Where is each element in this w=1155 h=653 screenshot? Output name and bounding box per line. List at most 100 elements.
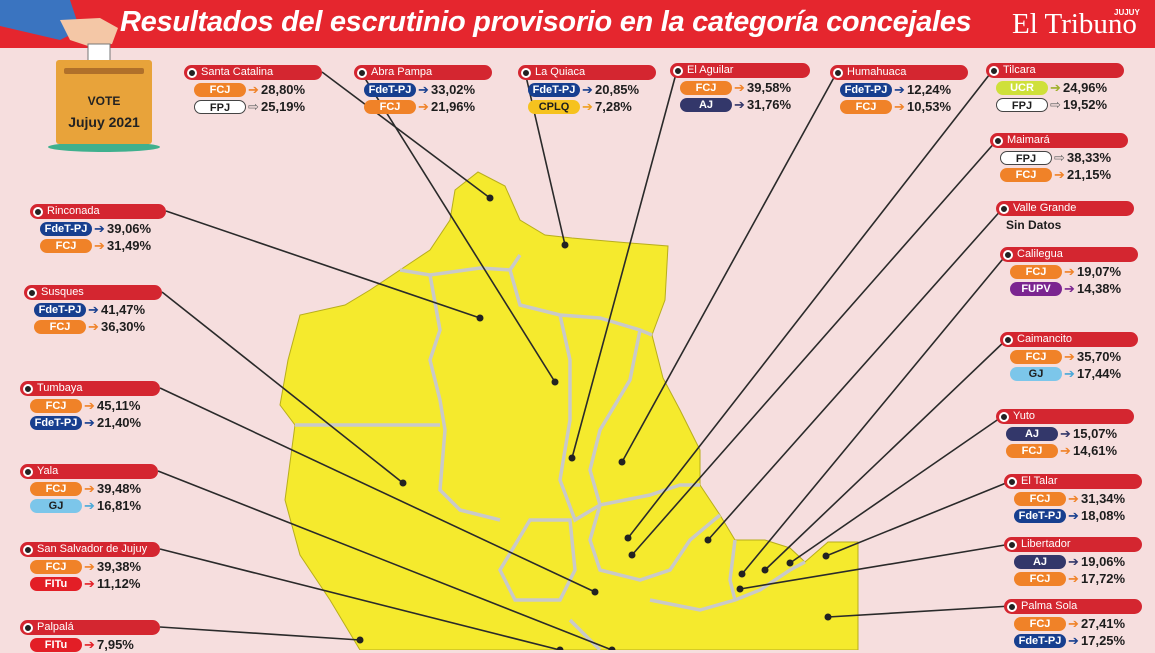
party-badge: AJ bbox=[1006, 427, 1058, 441]
arrow-icon: ➔ bbox=[1064, 366, 1075, 381]
party-badge: FdeT-PJ bbox=[1014, 634, 1066, 648]
leader-line-libertador bbox=[739, 543, 1012, 590]
party-badge: GJ bbox=[1010, 367, 1062, 381]
arrow-icon: ➔ bbox=[1068, 554, 1079, 569]
vote-percentage: 28,80% bbox=[261, 82, 306, 97]
arrow-icon: ➔ bbox=[84, 576, 95, 591]
bullet-icon bbox=[23, 466, 33, 477]
no-data-note: Sin Datos bbox=[1006, 218, 1062, 232]
map-point-rinconada bbox=[476, 314, 484, 322]
municipio-name-bar: Yala bbox=[20, 464, 158, 479]
leader-line-el-talar bbox=[825, 480, 1012, 557]
party-badge: FCJ bbox=[1014, 492, 1066, 506]
leader-line-yala bbox=[157, 470, 613, 650]
bullet-icon bbox=[833, 67, 843, 78]
party-badge: FdeT-PJ bbox=[528, 83, 580, 97]
leader-line-humahuaca bbox=[621, 71, 838, 463]
leader-line-valle-grande bbox=[707, 207, 1004, 541]
map-point-san-salvador-de-jujuy bbox=[556, 646, 564, 650]
party-badge: FdeT-PJ bbox=[34, 303, 86, 317]
arrow-icon: ➔ bbox=[1060, 426, 1071, 441]
municipio-name-bar: Tumbaya bbox=[20, 381, 160, 396]
arrow-icon: ➔ bbox=[418, 82, 429, 97]
map-point-el-talar bbox=[822, 552, 830, 560]
leader-line-caimancito bbox=[764, 338, 1008, 571]
map-point-maimara bbox=[628, 551, 636, 559]
vote-percentage: 14,38% bbox=[1077, 281, 1122, 296]
vote-percentage: 7,28% bbox=[595, 99, 632, 114]
brand-logo: El Tribuno bbox=[1012, 8, 1137, 40]
map-point-abra-pampa bbox=[551, 378, 559, 386]
municipio-name: Tumbaya bbox=[37, 382, 83, 394]
map-point-santa-catalina bbox=[486, 194, 494, 202]
arrow-icon: ➔ bbox=[894, 99, 905, 114]
municipio-name-bar: Libertador bbox=[1004, 537, 1142, 552]
map-point-susques bbox=[399, 479, 407, 487]
vote-percentage: 24,96% bbox=[1063, 80, 1108, 95]
municipio-name-bar: La Quiaca bbox=[518, 65, 656, 80]
party-badge: AJ bbox=[1014, 555, 1066, 569]
municipio-name: Susques bbox=[41, 286, 84, 298]
page-title: Resultados del escrutinio provisorio en … bbox=[120, 6, 972, 38]
bullet-icon bbox=[187, 67, 197, 78]
map-point-tumbaya bbox=[591, 588, 599, 596]
vote-percentage: 17,25% bbox=[1081, 633, 1126, 648]
municipio-name-bar: Palpalá bbox=[20, 620, 160, 635]
vote-percentage: 7,95% bbox=[97, 637, 134, 652]
vote-percentage: 15,07% bbox=[1073, 426, 1118, 441]
municipio-name-bar: Maimará bbox=[990, 133, 1128, 148]
party-badge: FCJ bbox=[30, 399, 82, 413]
party-badge: FCJ bbox=[1010, 350, 1062, 364]
vote-percentage: 45,11% bbox=[97, 398, 141, 413]
party-badge: FCJ bbox=[1000, 168, 1052, 182]
map-point-caimancito bbox=[761, 566, 769, 574]
vote-percentage: 20,85% bbox=[595, 82, 640, 97]
vote-percentage: 11,12% bbox=[97, 576, 141, 591]
party-badge: FdeT-PJ bbox=[840, 83, 892, 97]
arrow-icon: ⇨ bbox=[1050, 97, 1061, 112]
leader-line-abra-pampa bbox=[360, 71, 556, 383]
municipio-name: Santa Catalina bbox=[201, 66, 274, 78]
leader-line-tilcara bbox=[627, 69, 994, 539]
municipio-name: Yala bbox=[37, 465, 59, 477]
arrow-icon: ➔ bbox=[84, 559, 95, 574]
arrow-icon: ➔ bbox=[1068, 571, 1079, 586]
vote-percentage: 17,72% bbox=[1081, 571, 1126, 586]
municipio-name: Calilegua bbox=[1017, 248, 1063, 260]
vote-percentage: 16,81% bbox=[97, 498, 142, 513]
municipio-name: Caimancito bbox=[1017, 333, 1073, 345]
map-point-la-quiaca bbox=[561, 241, 569, 249]
municipio-name: Yuto bbox=[1013, 410, 1036, 422]
municipio-name-bar: Rinconada bbox=[30, 204, 166, 219]
map-point-calilegua bbox=[738, 570, 746, 578]
bullet-icon bbox=[989, 65, 999, 76]
municipio-name: El Talar bbox=[1021, 475, 1058, 487]
arrow-icon: ➔ bbox=[1060, 443, 1071, 458]
arrow-icon: ➔ bbox=[84, 481, 95, 496]
vote-percentage: 33,02% bbox=[431, 82, 476, 97]
municipio-name-bar: Calilegua bbox=[1000, 247, 1138, 262]
municipio-name: Maimará bbox=[1007, 134, 1050, 146]
arrow-icon: ➔ bbox=[894, 82, 905, 97]
arrow-icon: ➔ bbox=[1054, 167, 1065, 182]
vote-percentage: 39,48% bbox=[97, 481, 142, 496]
municipio-name-bar: Palma Sola bbox=[1004, 599, 1142, 614]
municipio-name: Palma Sola bbox=[1021, 600, 1078, 612]
municipio-name-bar: Tilcara bbox=[986, 63, 1124, 78]
vote-percentage: 18,08% bbox=[1081, 508, 1126, 523]
party-badge: FCJ bbox=[30, 482, 82, 496]
bullet-icon bbox=[23, 622, 33, 633]
vote-percentage: 21,40% bbox=[97, 415, 142, 430]
vote-percentage: 27,41% bbox=[1081, 616, 1126, 631]
vote-percentage: 41,47% bbox=[101, 302, 146, 317]
leader-line-maimara bbox=[631, 139, 998, 556]
party-badge: FCJ bbox=[40, 239, 92, 253]
party-badge: FCJ bbox=[1014, 617, 1066, 631]
arrow-icon: ➔ bbox=[1064, 264, 1075, 279]
party-badge: FCJ bbox=[30, 560, 82, 574]
vote-year-label: Jujuy 2021 bbox=[68, 114, 140, 130]
arrow-icon: ➔ bbox=[88, 302, 99, 317]
arrow-icon: ➔ bbox=[248, 82, 259, 97]
municipio-name: Valle Grande bbox=[1013, 202, 1077, 214]
